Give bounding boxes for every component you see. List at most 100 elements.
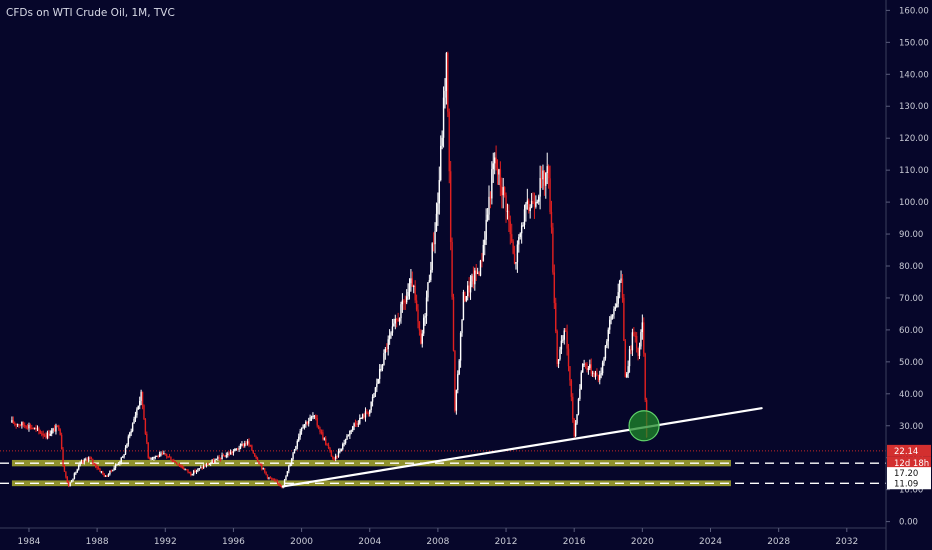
candle-body — [28, 424, 30, 429]
candle-body — [300, 427, 303, 432]
candle-body — [478, 272, 480, 276]
candle-body — [597, 375, 600, 381]
candle-body — [474, 270, 476, 285]
candle-body — [580, 372, 582, 389]
candle-body — [512, 241, 514, 254]
candle-body — [21, 422, 23, 426]
candle-body — [126, 444, 128, 448]
candle-body — [165, 454, 168, 457]
candle-body — [262, 468, 264, 470]
candle-body — [86, 459, 88, 461]
candle-body — [144, 419, 147, 434]
candle-body — [546, 166, 548, 173]
candle-body — [584, 363, 587, 365]
candle-body — [509, 221, 512, 235]
candle-body — [290, 458, 293, 464]
candle-body — [93, 463, 95, 465]
candle-body — [505, 195, 507, 211]
candle-body — [208, 463, 210, 465]
candle-body — [403, 300, 405, 302]
candle-body — [579, 388, 581, 399]
candle-body — [486, 214, 489, 220]
candle-body — [50, 430, 53, 434]
candle-body — [552, 227, 554, 273]
candle-body — [492, 163, 494, 170]
candle-body — [344, 439, 347, 444]
candle-body — [265, 471, 267, 475]
candle-body — [407, 292, 409, 297]
candle-body — [542, 170, 544, 180]
candle-body — [55, 425, 57, 432]
candle-body — [570, 380, 573, 397]
candle-body — [493, 157, 496, 164]
candle-body — [522, 224, 524, 226]
candle-body — [60, 434, 63, 450]
candle-body — [421, 333, 423, 344]
candle-body — [160, 453, 162, 455]
price-tick-label: 0.00 — [899, 518, 918, 528]
candle-body — [503, 187, 506, 196]
price-tick-label: 60.00 — [899, 326, 923, 336]
candle-body — [444, 90, 446, 98]
candle-body — [583, 363, 585, 365]
candle-body — [68, 482, 70, 486]
candle-body — [32, 428, 34, 430]
zone-price-badge: 17.20 — [894, 469, 918, 479]
candle-body — [133, 418, 135, 424]
candle-body — [577, 398, 580, 415]
candle-body — [404, 301, 406, 303]
candle-body — [506, 210, 509, 212]
candle-body — [215, 458, 218, 460]
candle-body — [219, 458, 222, 460]
candle-body — [468, 285, 470, 293]
candle-body — [641, 322, 644, 333]
candle-body — [553, 272, 556, 304]
candle-body — [15, 423, 17, 426]
candle-body — [246, 441, 249, 444]
candle-body — [266, 474, 269, 479]
price-tick-label: 140.00 — [899, 70, 929, 80]
candle-body — [195, 470, 198, 473]
candle-body — [390, 332, 392, 336]
candle-body — [427, 282, 429, 298]
candle-body — [596, 372, 598, 376]
candle-body — [322, 432, 324, 439]
price-tick-label: 160.00 — [899, 6, 929, 16]
candle-body — [600, 373, 602, 375]
candle-body — [272, 479, 274, 481]
candle-body — [157, 455, 159, 457]
candle-body — [498, 169, 500, 175]
candle-body — [626, 373, 628, 377]
candle-body — [16, 424, 19, 426]
candle-body — [458, 360, 460, 375]
candle-body — [76, 469, 78, 473]
candle-body — [380, 368, 382, 370]
candle-body — [212, 460, 215, 463]
candle-body — [268, 477, 270, 479]
candle-body — [293, 449, 296, 454]
candle-body — [594, 372, 597, 377]
candle-body — [357, 423, 360, 425]
candle-body — [188, 471, 191, 473]
highlight-circle — [628, 410, 660, 442]
candle-body — [367, 413, 370, 415]
candle-body — [310, 416, 313, 418]
time-axis[interactable]: 1984 1988 1992 1996 2000 2004 2008 2012 2016 2020… — [0, 527, 886, 547]
candle-body — [184, 469, 186, 471]
candle-body — [607, 329, 609, 342]
price-axis[interactable]: 160.00 150.00 140.00 130.00 120.00 110.00 100.… — [885, 0, 931, 550]
candle-body — [167, 456, 169, 458]
candle-body — [276, 481, 279, 483]
candle-body — [574, 423, 577, 437]
candle-body — [217, 457, 219, 459]
candle-body — [340, 449, 343, 451]
candle-body — [533, 203, 536, 207]
candle-body — [481, 260, 483, 262]
candle-body — [102, 471, 104, 474]
support-zone — [11, 480, 731, 487]
candle-body — [408, 283, 411, 293]
candle-body — [231, 452, 233, 454]
candle-body — [606, 341, 608, 346]
candle-body — [170, 457, 172, 461]
